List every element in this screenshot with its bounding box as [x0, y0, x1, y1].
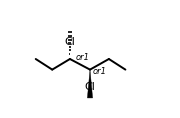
Text: Cl: Cl	[85, 82, 95, 92]
Text: or1: or1	[92, 67, 106, 76]
Text: or1: or1	[76, 53, 90, 62]
Text: Cl: Cl	[64, 37, 75, 47]
Polygon shape	[87, 70, 93, 98]
